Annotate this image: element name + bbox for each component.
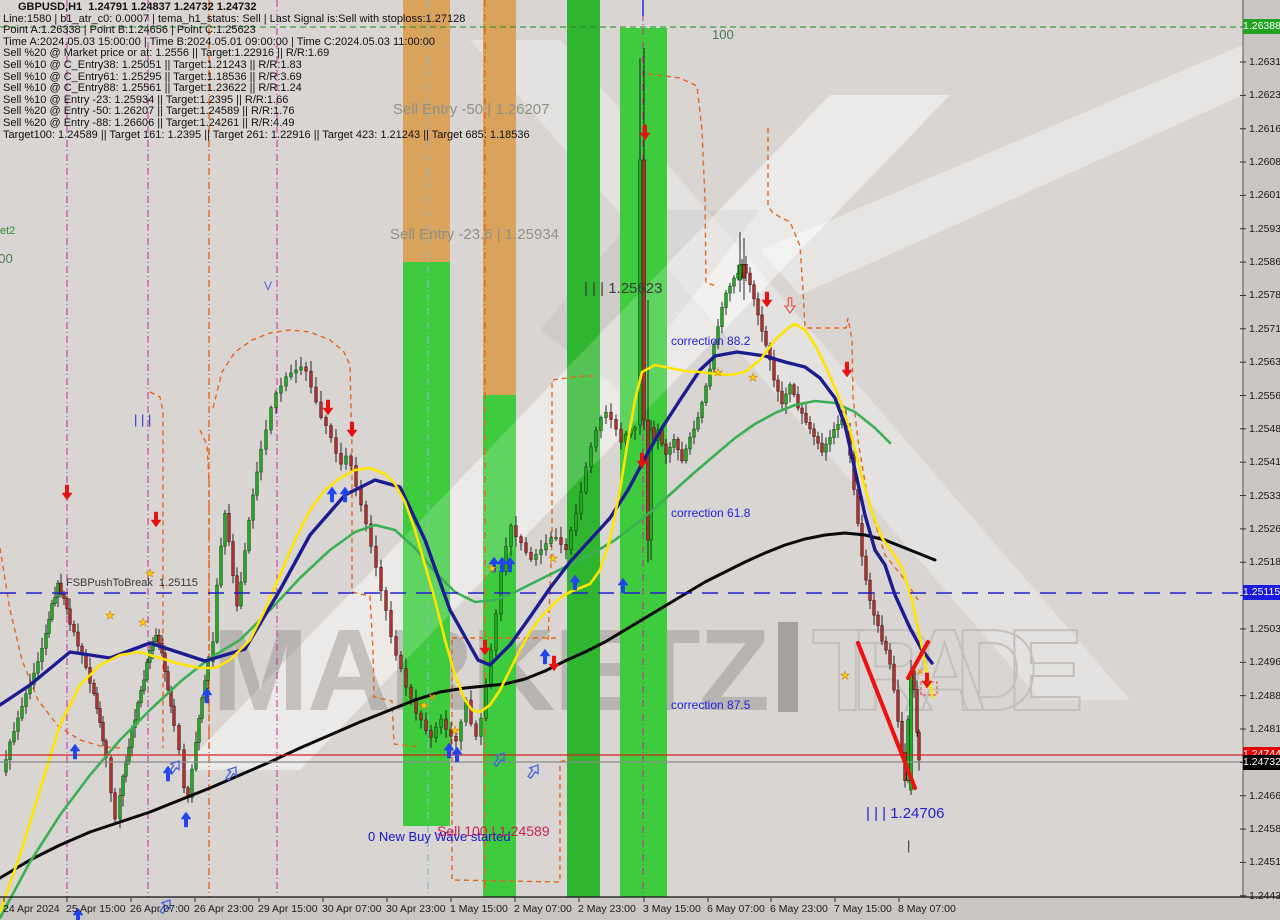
sell-arrow-icon xyxy=(322,399,334,416)
buy-arrow-icon xyxy=(339,486,351,503)
candle-series xyxy=(4,48,921,829)
sell-arrow-icon xyxy=(61,484,73,501)
atr-envelope xyxy=(0,73,919,883)
sell-arrow-icon xyxy=(548,655,560,672)
buy-arrow-icon xyxy=(326,486,338,503)
signal-bands xyxy=(180,0,950,897)
star-icon: ★ xyxy=(105,610,115,622)
buy-arrow-icon xyxy=(180,811,192,828)
red-dashed-box xyxy=(920,681,938,696)
buy-arrow-icon xyxy=(496,556,508,573)
hollow-up-arrow-icon xyxy=(493,752,505,768)
star-icon: ★ xyxy=(487,563,497,575)
buy-arrow-icon xyxy=(443,742,455,759)
star-icon: ★ xyxy=(840,670,850,682)
buy-arrow-icon xyxy=(617,577,629,594)
star-icon: ★ xyxy=(548,553,558,565)
hollow-down-arrow-icon xyxy=(783,297,797,315)
star-icon: ★ xyxy=(419,700,429,712)
horizontal-levels xyxy=(0,26,1243,763)
trend-lines xyxy=(856,640,930,790)
x-mark-icon: ✕ xyxy=(916,667,924,677)
green-ma xyxy=(0,399,892,920)
sell-arrow-icon xyxy=(150,511,162,528)
signal-arrows: ★★★★★★★★ ★★✕✕ xyxy=(61,124,938,920)
moving-averages xyxy=(0,322,937,920)
sell-arrow-icon xyxy=(346,421,358,438)
slow-ma-black xyxy=(0,531,937,880)
buy-arrow-icon xyxy=(488,556,500,573)
hollow-up-arrow-icon xyxy=(168,760,180,776)
sell-arrow-icon xyxy=(921,672,933,689)
star-icon: ★ xyxy=(450,725,460,737)
star-icon: ★ xyxy=(138,617,148,629)
buy-arrow-icon xyxy=(569,574,581,591)
hollow-up-arrow-icon xyxy=(159,899,171,915)
buy-arrow-icon xyxy=(539,648,551,665)
sell-arrow-icon xyxy=(479,639,491,656)
watermark-light: TRADE xyxy=(812,605,1084,735)
star-icon: ★ xyxy=(145,568,155,580)
sell-arrow-icon xyxy=(761,291,773,308)
hollow-up-arrow-icon xyxy=(225,766,237,782)
buy-arrow-icon xyxy=(201,687,213,704)
sell-arrow-icon xyxy=(841,361,853,378)
star-icon: ★ xyxy=(748,372,758,384)
buy-arrow-icon xyxy=(72,907,84,920)
buy-arrow-icon xyxy=(69,743,81,760)
star-icon: ★ xyxy=(713,367,723,379)
buy-arrow-icon xyxy=(451,746,463,763)
sell-arrow-icon xyxy=(636,452,648,469)
tema-navy-ma xyxy=(0,350,934,707)
sell-arrow-icon xyxy=(639,124,651,141)
watermark-bar xyxy=(778,622,798,712)
x-mark-icon: ✕ xyxy=(428,692,436,702)
hollow-up-arrow-icon xyxy=(527,764,539,780)
fast-ma-yellow xyxy=(0,322,935,914)
buy-arrow-icon xyxy=(504,556,516,573)
